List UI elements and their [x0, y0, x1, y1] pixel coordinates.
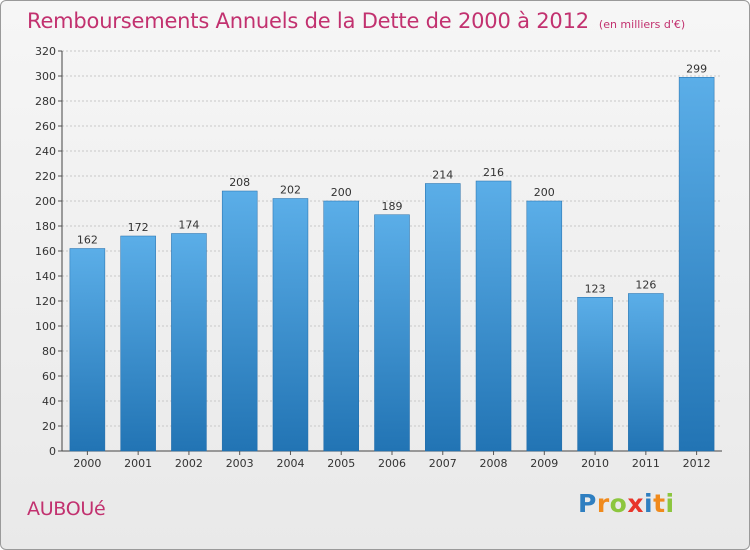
bar — [69, 248, 106, 452]
data-label: 174 — [178, 219, 199, 232]
x-tick-label: 2012 — [683, 457, 711, 470]
bar — [678, 77, 715, 452]
logo-letter: i — [644, 489, 654, 518]
y-tick-label: 200 — [35, 195, 56, 208]
y-tick-label: 0 — [49, 445, 56, 458]
data-label: 200 — [331, 186, 352, 199]
bar — [526, 200, 563, 452]
y-tick-label: 240 — [35, 145, 56, 158]
bar — [425, 183, 461, 452]
data-label: 216 — [483, 166, 504, 179]
logo-letter: t — [653, 489, 666, 518]
proxiti-logo: Proxiti — [578, 489, 675, 518]
x-tick-label: 2002 — [175, 457, 203, 470]
bar — [374, 214, 410, 452]
x-tick-label: 2009 — [530, 457, 558, 470]
y-tick-label: 20 — [42, 420, 56, 433]
y-tick-label: 40 — [42, 395, 56, 408]
logo-letter: x — [627, 489, 644, 518]
y-tick-label: 100 — [35, 320, 56, 333]
bar — [475, 180, 512, 452]
x-tick-label: 2000 — [73, 457, 101, 470]
data-label: 200 — [534, 186, 555, 199]
x-tick-label: 2003 — [226, 457, 254, 470]
x-tick-label: 2001 — [124, 457, 152, 470]
data-label: 189 — [382, 200, 403, 213]
logo-letter: P — [578, 489, 597, 518]
commune-name: AUBOUé — [27, 498, 106, 520]
data-label: 123 — [585, 282, 606, 295]
data-label: 208 — [229, 176, 250, 189]
logo-letter: r — [596, 489, 610, 518]
data-label: 299 — [686, 62, 707, 75]
bar — [272, 198, 309, 452]
y-tick-label: 260 — [35, 120, 56, 133]
bar — [221, 190, 258, 452]
data-label: 162 — [77, 234, 98, 247]
x-tick-label: 2004 — [276, 457, 304, 470]
y-tick-label: 160 — [35, 245, 56, 258]
y-tick-label: 220 — [35, 170, 56, 183]
x-tick-label: 2005 — [327, 457, 355, 470]
bar — [323, 200, 359, 452]
y-tick-label: 120 — [35, 295, 56, 308]
data-label: 214 — [432, 169, 453, 182]
data-label: 126 — [635, 279, 656, 292]
y-tick-label: 140 — [35, 270, 56, 283]
bar — [120, 235, 156, 452]
x-tick-label: 2006 — [378, 457, 406, 470]
data-label: 202 — [280, 184, 301, 197]
x-tick-label: 2010 — [581, 457, 609, 470]
y-tick-label: 180 — [35, 220, 56, 233]
title-line: Remboursements Annuels de la Dette de 20… — [27, 9, 685, 33]
y-tick-label: 80 — [42, 345, 56, 358]
bar — [628, 293, 664, 452]
y-tick-label: 280 — [35, 95, 56, 108]
y-tick-label: 60 — [42, 370, 56, 383]
chart-title: Remboursements Annuels de la Dette de 20… — [27, 9, 589, 33]
x-tick-label: 2011 — [632, 457, 660, 470]
logo-letter: o — [609, 489, 628, 518]
bar — [577, 297, 613, 452]
x-tick-label: 2007 — [429, 457, 457, 470]
y-tick-label: 320 — [35, 45, 56, 58]
logo-letter: i — [665, 489, 675, 518]
y-tick-label: 300 — [35, 70, 56, 83]
bar — [171, 233, 207, 452]
data-label: 172 — [128, 221, 149, 234]
chart-subtitle: (en milliers d'€) — [598, 18, 686, 31]
x-tick-label: 2008 — [480, 457, 508, 470]
